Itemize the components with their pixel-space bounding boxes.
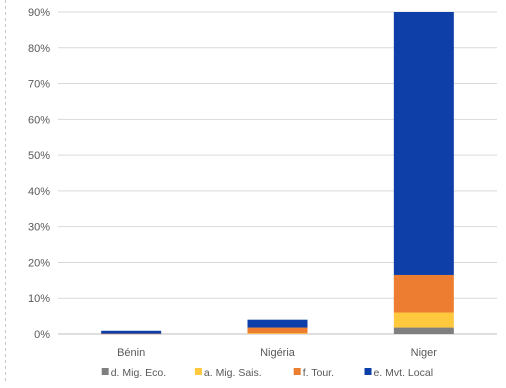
y-tick-label: 50% xyxy=(28,150,50,162)
x-tick-label: Nigéria xyxy=(260,347,296,359)
legend-label: e. Mvt. Local xyxy=(374,367,434,379)
y-tick-label: 30% xyxy=(28,222,50,234)
bar-segment xyxy=(393,327,454,334)
bar-segment xyxy=(101,330,162,334)
legend-swatch xyxy=(364,368,372,375)
y-tick-label: 0% xyxy=(34,329,50,341)
legend-swatch xyxy=(194,368,202,375)
legend-label: f. Tour. xyxy=(303,367,334,379)
legend-label: d. Mig. Eco. xyxy=(111,367,166,379)
bar-segment xyxy=(393,274,454,313)
bar-segment xyxy=(247,327,308,334)
x-tick-label: Niger xyxy=(411,347,438,359)
y-tick-label: 60% xyxy=(28,114,50,126)
bar-segment xyxy=(247,333,308,334)
bar-segment xyxy=(101,333,162,335)
legend-swatch xyxy=(101,368,109,375)
legend-label: a. Mig. Sais. xyxy=(204,367,262,379)
bar-segment xyxy=(393,312,454,328)
bar-segment xyxy=(393,12,454,275)
y-tick-label: 70% xyxy=(28,79,50,91)
y-tick-label: 40% xyxy=(28,186,50,198)
legend-swatch xyxy=(293,368,301,375)
y-tick-label: 80% xyxy=(28,43,50,55)
bar-segment xyxy=(247,319,308,328)
x-tick-label: Bénin xyxy=(117,347,145,359)
y-tick-label: 90% xyxy=(28,7,50,19)
y-tick-label: 20% xyxy=(28,257,50,269)
y-tick-label: 10% xyxy=(28,293,50,305)
